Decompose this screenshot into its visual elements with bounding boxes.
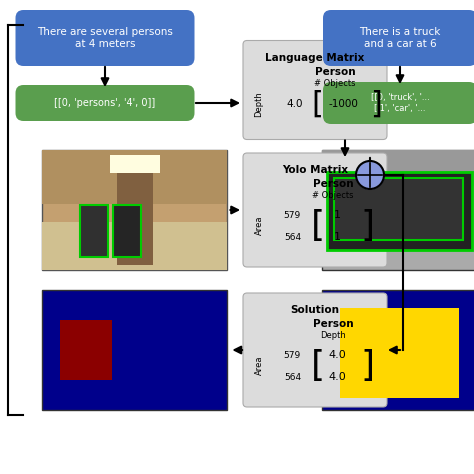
FancyBboxPatch shape: [61, 320, 112, 380]
Text: There are several persons
at 4 meters: There are several persons at 4 meters: [37, 27, 173, 49]
FancyBboxPatch shape: [113, 205, 141, 257]
FancyBboxPatch shape: [340, 308, 459, 398]
FancyBboxPatch shape: [110, 155, 160, 173]
Text: Area: Area: [255, 355, 264, 375]
Text: Person: Person: [313, 319, 353, 329]
Text: [[0, 'truck', '...
['1', 'car', '...: [[0, 'truck', '... ['1', 'car', '...: [371, 93, 429, 113]
Text: Depth: Depth: [320, 331, 346, 340]
Text: 579: 579: [284, 210, 301, 219]
FancyBboxPatch shape: [335, 178, 464, 240]
FancyBboxPatch shape: [323, 10, 474, 66]
FancyBboxPatch shape: [16, 10, 194, 66]
FancyBboxPatch shape: [80, 205, 108, 257]
FancyBboxPatch shape: [43, 290, 228, 410]
Text: 564: 564: [284, 233, 301, 241]
Text: There is a truck
and a car at 6: There is a truck and a car at 6: [359, 27, 441, 49]
FancyBboxPatch shape: [322, 150, 474, 186]
Text: [: [: [311, 349, 325, 383]
Text: 579: 579: [284, 350, 301, 359]
FancyBboxPatch shape: [43, 150, 228, 270]
Text: ]: ]: [360, 209, 374, 243]
FancyBboxPatch shape: [243, 293, 387, 407]
Text: Solution: Solution: [291, 305, 339, 315]
Text: [[0, 'persons', '4', 0]]: [[0, 'persons', '4', 0]]: [55, 98, 155, 108]
Text: -1000: -1000: [328, 99, 358, 109]
Text: Depth: Depth: [255, 91, 264, 117]
FancyBboxPatch shape: [16, 85, 194, 121]
Circle shape: [356, 161, 384, 189]
Text: 564: 564: [284, 373, 301, 382]
Text: ]: ]: [370, 90, 382, 118]
Text: 4.0: 4.0: [286, 99, 303, 109]
Text: [: [: [311, 90, 323, 118]
Text: Person: Person: [315, 66, 356, 76]
Text: 4.0: 4.0: [328, 372, 346, 382]
Text: Area: Area: [255, 215, 264, 235]
FancyBboxPatch shape: [243, 40, 387, 139]
FancyBboxPatch shape: [117, 160, 153, 265]
Text: 4.0: 4.0: [328, 350, 346, 360]
Text: Person: Person: [313, 179, 353, 189]
Text: # Objects: # Objects: [312, 191, 354, 200]
Text: # Objects: # Objects: [314, 79, 356, 88]
FancyBboxPatch shape: [243, 153, 387, 267]
Text: 1: 1: [334, 210, 340, 220]
Text: Yolo Matrix: Yolo Matrix: [282, 165, 348, 175]
FancyBboxPatch shape: [328, 172, 473, 250]
FancyBboxPatch shape: [322, 290, 474, 410]
FancyBboxPatch shape: [322, 150, 474, 270]
Text: [: [: [311, 209, 325, 243]
FancyBboxPatch shape: [43, 150, 228, 204]
Text: 1: 1: [334, 232, 340, 242]
FancyBboxPatch shape: [43, 222, 228, 270]
Text: ]: ]: [360, 349, 374, 383]
Text: Language Matrix: Language Matrix: [265, 53, 365, 63]
FancyBboxPatch shape: [323, 82, 474, 124]
